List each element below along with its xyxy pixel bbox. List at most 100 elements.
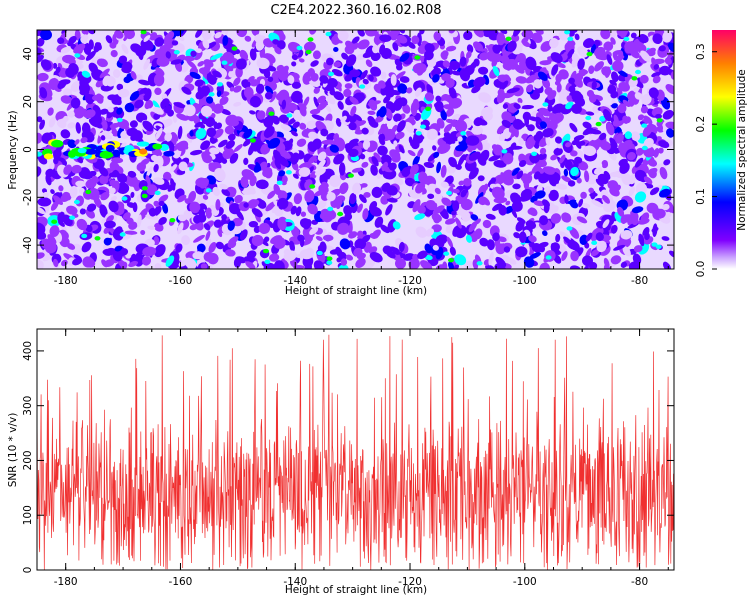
spectrogram-cell [388, 162, 397, 171]
spectrogram-cell [143, 58, 151, 70]
spectrogram-cell [307, 203, 318, 215]
spectrogram-bright-cell [140, 30, 147, 35]
spectrogram-cell [539, 121, 547, 129]
spectrogram-cell [244, 35, 252, 42]
spectrogram-cell [193, 234, 205, 243]
spectrogram-cell [631, 216, 639, 226]
spectrogram-cell [503, 246, 511, 253]
spectrogram-cell [595, 232, 604, 242]
spectrogram-band-cell [112, 149, 121, 158]
spectrogram-cell [189, 130, 194, 137]
spectrogram-cell [274, 159, 282, 170]
spectrogram-cell [225, 140, 236, 149]
spectrogram-cell [449, 246, 456, 256]
spectrogram-cell [569, 122, 578, 133]
spectrogram-cell [659, 166, 668, 180]
spectrogram-cell [433, 151, 440, 159]
spectrogram-cell [368, 246, 378, 254]
spectrogram-bright-cell [567, 36, 574, 42]
spectrogram-cell [550, 154, 558, 161]
spectrogram-cell [455, 144, 468, 152]
spectrogram-cell [662, 203, 670, 211]
spectrogram-bright-cell [564, 30, 571, 35]
spectrogram-cell [505, 200, 511, 206]
spectrogram-cell [62, 88, 73, 97]
spectrogram-cell [124, 230, 138, 235]
spectrogram-cell [658, 140, 670, 149]
spectrogram-cell [243, 86, 254, 99]
spectrogram-cell [66, 205, 78, 215]
spectrogram-cell [518, 231, 527, 244]
spectrogram-cell [204, 238, 212, 252]
spectrogram-cell [233, 77, 241, 87]
spectrogram-cell [498, 133, 506, 142]
spectrogram-cell [471, 126, 484, 135]
spectrogram-cell [395, 131, 405, 140]
spectrogram-cell [379, 34, 392, 43]
colorbar-tick-label: 0.0 [695, 261, 707, 278]
spectrogram-cell [233, 144, 243, 152]
spectrogram-cell [617, 206, 625, 217]
spectrogram-bright-cell [119, 232, 126, 237]
spectrogram-cell [308, 131, 319, 140]
spectrogram-cell [463, 65, 475, 76]
spectrogram-cell [140, 230, 146, 235]
spectrogram-cell [367, 147, 372, 152]
spectrogram-peak-cell [139, 148, 148, 155]
spectrogram-cell [502, 103, 509, 109]
spectrogram-cell [603, 109, 612, 122]
spectrogram-band-cell [136, 141, 150, 147]
spectrogram-cell [310, 73, 319, 82]
spectrogram-cell [340, 258, 348, 266]
spectrogram-cell [190, 50, 197, 57]
spectrogram-cell [165, 51, 171, 59]
spectrogram-cell [256, 57, 270, 70]
spectrogram-cell [177, 194, 187, 203]
spectrogram-cell [88, 62, 99, 74]
spectrogram-cell [580, 203, 591, 209]
spectrogram-cell [291, 61, 297, 67]
spectrogram-cell [527, 124, 535, 132]
spectrogram-cell [298, 167, 311, 177]
spectrogram-cell [60, 193, 70, 203]
spectrogram-cell [267, 190, 276, 200]
spectrogram-cell [216, 90, 222, 97]
spectrogram-y-tick-label: -40 [22, 237, 34, 254]
spectrogram-cell [343, 205, 353, 216]
spectrogram-cell [189, 224, 198, 231]
spectrogram-cell [463, 178, 472, 187]
spectrogram-cell [511, 200, 523, 212]
spectrogram-cell [554, 136, 563, 144]
spectrogram-cell [263, 236, 270, 243]
spectrogram-bright-cell [154, 190, 161, 196]
spectrogram-cell [579, 234, 589, 245]
spectrogram-cell [255, 83, 265, 94]
spectrogram-cell [666, 128, 674, 138]
spectrogram-cell [206, 127, 217, 138]
spectrogram-cell [567, 199, 577, 205]
spectrogram-cell [435, 95, 442, 102]
spectrogram-cell [555, 233, 561, 243]
spectrogram-cell [134, 99, 144, 109]
spectrogram-cell [37, 54, 44, 64]
spectrogram-cell [52, 62, 58, 69]
spectrogram-cell [624, 42, 636, 54]
spectrogram-cell [578, 69, 588, 75]
spectrogram-cell [221, 188, 231, 197]
spectrogram-cell [57, 37, 65, 45]
spectrogram-cell [217, 139, 228, 148]
spectrogram-cell [212, 186, 220, 197]
spectrogram-cell [267, 76, 274, 83]
spectrogram-cell [122, 212, 131, 220]
spectrogram-cell [478, 92, 492, 103]
spectrogram-heatmap [37, 30, 674, 269]
spectrogram-cell [354, 129, 364, 135]
spectrogram-cell [278, 204, 284, 210]
spectrogram-cell [163, 105, 172, 114]
spectrogram-cell [369, 232, 379, 239]
spectrogram-cell [313, 260, 325, 269]
spectrogram-cell [272, 115, 280, 125]
spectrogram-cell [197, 61, 205, 67]
spectrogram-cell [340, 115, 347, 123]
spectrogram-cell [67, 122, 76, 129]
